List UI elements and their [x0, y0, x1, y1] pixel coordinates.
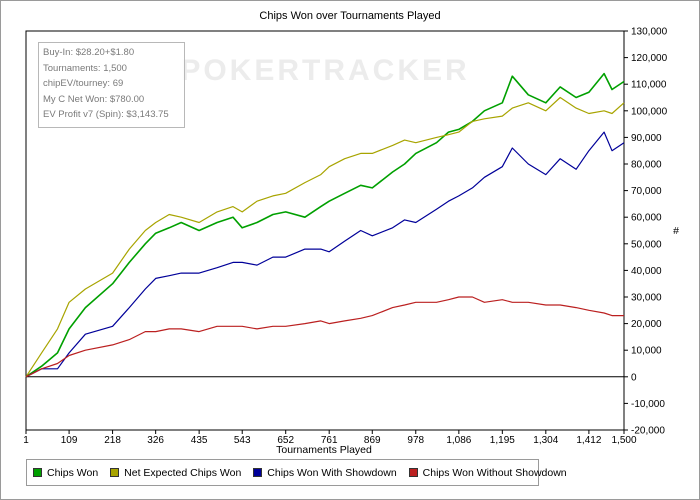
stat-ev-profit: EV Profit v7 (Spin): $3,143.75 — [43, 109, 169, 120]
y-tick-label: 40,000 — [631, 266, 662, 277]
y-tick-label: 10,000 — [631, 346, 662, 357]
legend-swatch — [33, 468, 42, 477]
y-tick-label: -10,000 — [631, 399, 665, 410]
legend-label: Chips Won Without Showdown — [422, 466, 567, 479]
stat-chip-ev: chipEV/tourney: 69 — [43, 78, 124, 89]
x-tick-label: 1,195 — [490, 435, 515, 446]
legend-item: Chips Won — [33, 467, 98, 479]
x-tick-label: 326 — [147, 435, 164, 446]
x-tick-label: 761 — [321, 435, 338, 446]
legend-item: Chips Won With Showdown — [253, 466, 397, 479]
x-tick-label: 1,412 — [576, 435, 601, 446]
x-axis-label: Tournaments Played — [276, 444, 372, 456]
stat-buy-in: Buy-In: $28.20+$1.80 — [43, 47, 135, 58]
y-tick-label: -20,000 — [631, 426, 665, 437]
legend: Chips Won Net Expected Chips Won Chips Won… — [26, 459, 567, 486]
x-tick-label: 978 — [407, 435, 424, 446]
watermark-text: POKERTRACKER — [180, 54, 469, 87]
y-tick-label: 100,000 — [631, 106, 668, 117]
x-tick-label: 1,500 — [611, 435, 636, 446]
y-tick-label: 50,000 — [631, 239, 662, 250]
series-line-3 — [25, 131, 625, 378]
y-axis-label: # — [673, 225, 679, 237]
legend-label: Chips Won With Showdown — [267, 466, 397, 479]
plot-border — [25, 30, 625, 431]
y-tick-label: 80,000 — [631, 160, 662, 171]
legend-item: Chips Won Without Showdown — [408, 466, 567, 479]
series-line-4 — [25, 296, 624, 378]
x-tick-label: 1 — [23, 435, 29, 446]
legend-item: Net Expected Chips Won — [110, 467, 241, 479]
y-tick-label: 130,000 — [631, 27, 668, 38]
legend-label: Chips Won — [47, 466, 99, 479]
x-tick-label: 435 — [191, 435, 208, 446]
y-tick-label: 90,000 — [631, 133, 662, 144]
y-tick-label: 0 — [631, 372, 637, 383]
legend-label: Net Expected Chips Won — [124, 466, 242, 479]
series-line-2 — [25, 96, 625, 378]
stats-box: Buy-In: $28.20+$1.80 Tournaments: 1,500 … — [38, 42, 185, 128]
y-tick-label: 20,000 — [631, 319, 662, 330]
series-line-1 — [25, 72, 625, 378]
y-tick-label: 30,000 — [631, 293, 662, 304]
y-tick-label: 120,000 — [631, 53, 668, 64]
x-tick-label: 109 — [61, 435, 78, 446]
x-tick-label: 652 — [277, 435, 294, 446]
y-tick-label: 60,000 — [631, 213, 662, 224]
legend-swatch — [110, 468, 120, 477]
chart-title: Chips Won over Tournaments Played — [259, 10, 441, 22]
stat-net-won: My C Net Won: $780.00 — [43, 93, 145, 105]
y-tick-label: 70,000 — [631, 186, 662, 197]
y-tick-label: 110,000 — [631, 80, 667, 91]
stat-tournaments: Tournaments: 1,500 — [43, 62, 127, 74]
x-tick-label: 1,304 — [533, 435, 558, 446]
x-tick-label: 1,086 — [446, 435, 471, 446]
legend-swatch — [408, 468, 418, 477]
pokertracker-watermark: POKERTRACKER — [180, 54, 469, 87]
legend-swatch — [253, 468, 263, 477]
x-tick-label: 869 — [364, 435, 381, 446]
x-tick-label: 218 — [104, 435, 121, 446]
x-tick-label: 543 — [234, 435, 251, 446]
